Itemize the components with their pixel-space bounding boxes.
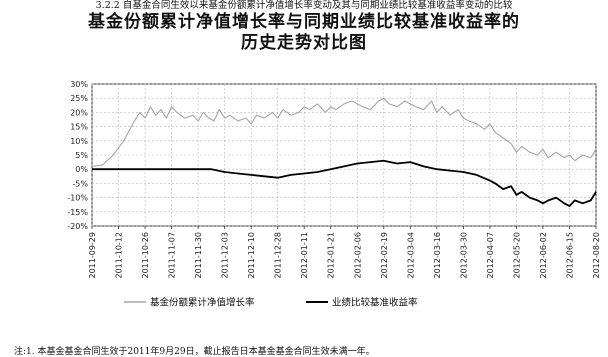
- y-tick-label: -10%: [67, 194, 88, 203]
- x-tick-label: 2011-12-28: [274, 232, 283, 279]
- x-tick-label: 2012-03-30: [459, 232, 468, 279]
- x-tick-label: 2012-06-15: [565, 232, 574, 279]
- x-tick-label: 2011-09-29: [88, 232, 97, 279]
- x-tick-label: 2011-12-10: [247, 232, 256, 279]
- y-tick-label: 0%: [75, 165, 88, 174]
- y-tick-label: 5%: [75, 151, 88, 160]
- chart-title: 基金份额累计净值增长率与同期业绩比较基准收益率的 历史走势对比图: [0, 12, 608, 54]
- x-tick-label: 2012-03-04: [406, 232, 415, 279]
- chart-lines: [91, 97, 597, 208]
- chart-title-line-1: 基金份额累计净值增长率与同期业绩比较基准收益率的: [88, 12, 520, 32]
- x-tick-label: 2012-04-07: [486, 232, 495, 279]
- x-tick-label: 2012-02-06: [353, 232, 362, 279]
- chart-legend: 基金份额累计净值增长率 业绩比较基准收益率: [124, 297, 418, 309]
- y-tick-label: -20%: [67, 222, 88, 231]
- x-tick-label: 2012-08-20: [592, 232, 601, 279]
- footnote: 注:1. 本基金基金合同生效于2011年9月29日，截止报告日本基金基金合同生效…: [14, 347, 375, 357]
- section-title: 3.2.2 自基金合同生效以来基金份额累计净值增长率变动及其与同期业绩比较基准收…: [95, 0, 513, 11]
- y-tick-label: 25%: [70, 94, 88, 103]
- x-tick-label: 2011-10-26: [141, 232, 150, 279]
- chart-title-line-2: 历史走势对比图: [241, 33, 367, 53]
- series-line-1: [91, 97, 597, 167]
- y-tick-label: -5%: [72, 179, 88, 188]
- x-tick-label: 2012-05-20: [512, 232, 521, 279]
- x-tick-label: 2012-01-11: [300, 232, 309, 279]
- x-tick-label: 2011-11-30: [194, 232, 203, 279]
- y-axis: 30% 25% 20% 15% 10% 5% 0% -5% -10% -15% -20%: [67, 80, 88, 231]
- y-tick-label: 30%: [70, 80, 88, 89]
- legend-label-1: 基金份额累计净值增长率: [150, 297, 255, 309]
- y-tick-label: -15%: [67, 208, 88, 217]
- x-tick-label: 2012-01-21: [327, 232, 336, 279]
- x-tick-label: 2011-10-12: [115, 232, 124, 279]
- x-tick-label: 2011-11-07: [168, 232, 177, 279]
- x-axis: 2011-09-29 2011-10-12 2011-10-26 2011-11-07…: [88, 226, 601, 279]
- chart-grid: [91, 83, 597, 227]
- series-line-2: [92, 159, 597, 208]
- y-tick-label: 15%: [70, 123, 88, 132]
- legend-label-2: 业绩比较基准收益率: [332, 297, 418, 309]
- x-tick-label: 2011-12-03: [221, 232, 230, 278]
- y-tick-label: 20%: [70, 108, 88, 117]
- y-tick-label: 10%: [70, 137, 88, 146]
- x-tick-label: 2012-03-16: [433, 232, 442, 279]
- x-tick-label: 2012-06-02: [539, 232, 548, 279]
- x-tick-label: 2012-02-19: [380, 232, 389, 279]
